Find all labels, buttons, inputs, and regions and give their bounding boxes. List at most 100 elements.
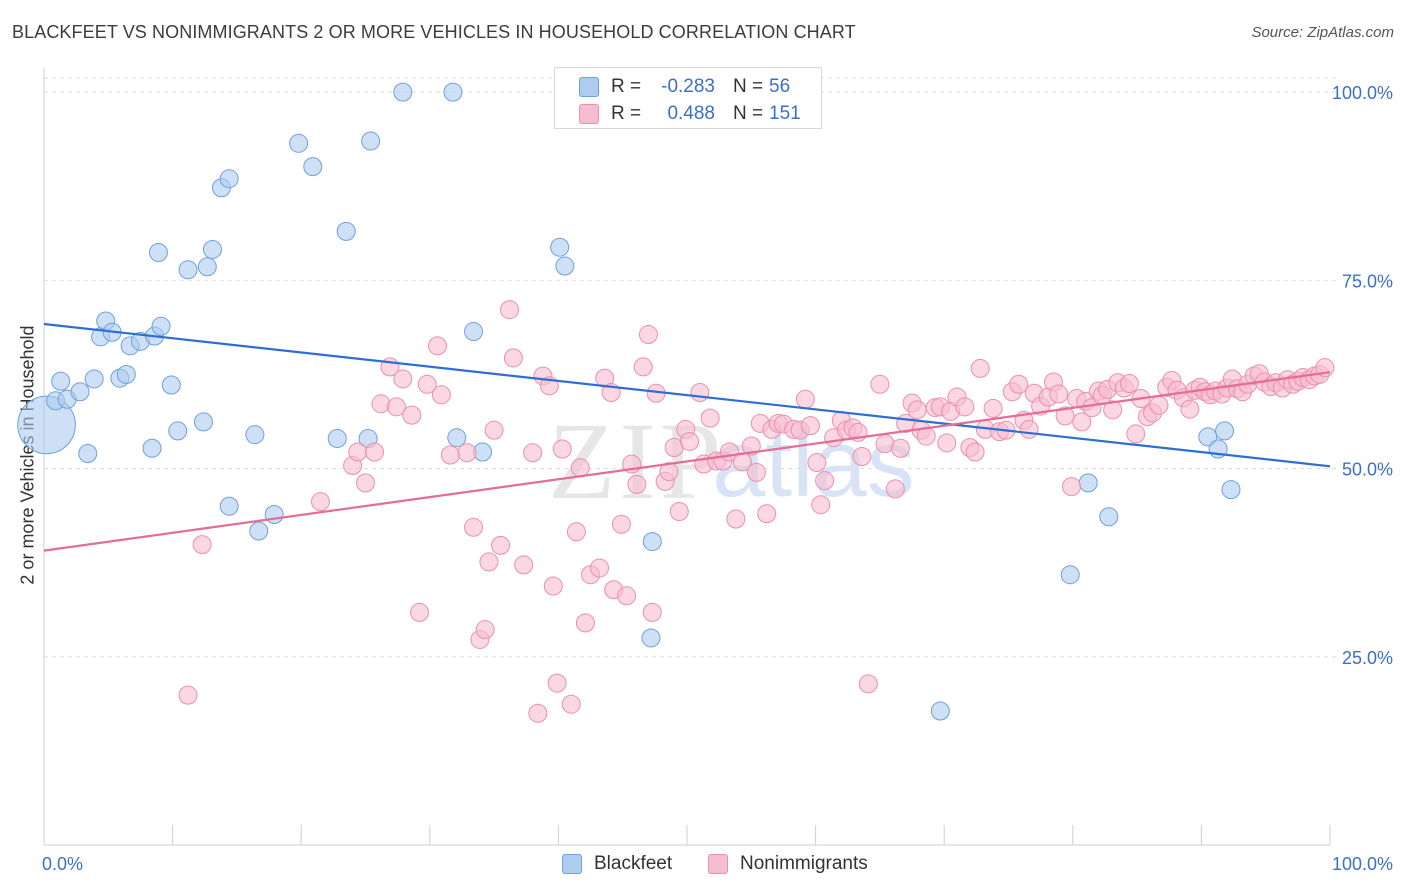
nonimmigrants-point bbox=[310, 492, 330, 512]
source-label: Source: ZipAtlas.com bbox=[1251, 24, 1394, 41]
blackfeet-point bbox=[443, 82, 463, 102]
legend-n-value: 56 bbox=[769, 76, 791, 97]
blackfeet-point bbox=[70, 382, 90, 402]
nonimmigrants-point bbox=[669, 501, 689, 521]
nonimmigrants-point bbox=[1103, 400, 1123, 420]
nonimmigrants-point bbox=[491, 535, 511, 555]
blackfeet-point bbox=[303, 157, 323, 177]
nonimmigrants-point bbox=[514, 555, 534, 575]
nonimmigrants-point bbox=[575, 613, 595, 633]
blackfeet-point bbox=[148, 242, 168, 262]
nonimmigrants-point bbox=[402, 405, 422, 425]
nonimmigrants-point bbox=[410, 602, 430, 622]
nonimmigrants-point bbox=[741, 436, 761, 456]
nonimmigrants-legend-swatch bbox=[708, 854, 728, 874]
nonimmigrants-point bbox=[633, 357, 653, 377]
grid-layer bbox=[44, 77, 1338, 658]
blackfeet-point bbox=[361, 131, 381, 151]
nonimmigrants-point bbox=[1119, 373, 1139, 393]
nonimmigrants-point bbox=[611, 514, 631, 534]
blackfeet-point bbox=[161, 375, 181, 395]
tick-labels: 25.0% 50.0% 75.0% 100.0% 0.0% 100.0% bbox=[42, 83, 1393, 874]
blackfeet-point bbox=[51, 371, 71, 391]
nonimmigrants-point bbox=[547, 673, 567, 693]
nonimmigrants-point bbox=[393, 369, 413, 389]
nonimmigrants-point bbox=[1062, 477, 1082, 497]
y-tick-label: 75.0% bbox=[1342, 271, 1393, 291]
nonimmigrants-swatch bbox=[579, 104, 599, 124]
x-tick-label-min: 0.0% bbox=[42, 854, 83, 874]
nonimmigrants-point bbox=[1009, 374, 1029, 394]
nonimmigrants-point bbox=[1072, 412, 1092, 432]
nonimmigrants-point bbox=[457, 443, 477, 463]
blackfeet-point bbox=[289, 133, 309, 153]
blackfeet-point bbox=[197, 257, 217, 277]
nonimmigrants-point bbox=[690, 383, 710, 403]
nonimmigrants-point bbox=[1126, 424, 1146, 444]
y-tick-label: 50.0% bbox=[1342, 460, 1393, 480]
nonimmigrants-point bbox=[795, 389, 815, 409]
nonimmigrants-point bbox=[479, 552, 499, 572]
nonimmigrants-point bbox=[757, 504, 777, 524]
nonimmigrants-point bbox=[475, 620, 495, 640]
nonimmigrants-point bbox=[659, 462, 679, 482]
blackfeet-point bbox=[142, 438, 162, 458]
blackfeet-point bbox=[116, 364, 136, 384]
nonimmigrants-point bbox=[484, 420, 504, 440]
nonimmigrants-point bbox=[552, 439, 572, 459]
legend-r-value: 0.488 bbox=[667, 103, 715, 124]
nonimmigrants-point bbox=[590, 558, 610, 578]
nonimmigrants-point bbox=[642, 602, 662, 622]
nonimmigrants-point bbox=[852, 447, 872, 467]
trend-lines bbox=[43, 322, 1331, 552]
legend-row-blackfeet: R = -0.283 N = 56 bbox=[555, 74, 821, 100]
nonimmigrants-point bbox=[503, 348, 523, 368]
blackfeet-point bbox=[555, 256, 575, 276]
nonimmigrants-point bbox=[440, 445, 460, 465]
blackfeet-point bbox=[1198, 427, 1218, 447]
nonimmigrants-point bbox=[811, 495, 831, 515]
blackfeet-point bbox=[202, 239, 222, 259]
nonimmigrants-point bbox=[528, 703, 548, 723]
nonimmigrants-point bbox=[1019, 419, 1039, 439]
blackfeet-point bbox=[1215, 421, 1235, 441]
nonimmigrants-point bbox=[858, 674, 878, 694]
blackfeet-point bbox=[245, 425, 265, 445]
blackfeet-point bbox=[327, 428, 347, 448]
nonimmigrants-point bbox=[746, 462, 766, 482]
blackfeet-legend-swatch bbox=[562, 854, 582, 874]
blackfeet-point bbox=[219, 169, 239, 189]
nonimmigrants-point bbox=[627, 474, 647, 494]
nonimmigrants-point bbox=[543, 576, 563, 596]
blackfeet-point bbox=[464, 322, 484, 342]
blackfeet-point bbox=[1060, 565, 1080, 585]
blackfeet-point bbox=[930, 701, 950, 721]
legend-r-label: R = bbox=[611, 76, 642, 97]
legend-n-label: N = bbox=[733, 103, 764, 124]
blackfeet-point bbox=[550, 237, 570, 257]
nonimmigrants-point bbox=[815, 471, 835, 491]
nonimmigrants-point bbox=[907, 400, 927, 420]
nonimmigrants-point bbox=[356, 473, 375, 493]
nonimmigrants-point bbox=[617, 586, 637, 606]
nonimmigrants-point bbox=[365, 442, 385, 462]
blackfeet-point bbox=[642, 532, 662, 552]
nonimmigrants-point bbox=[1082, 398, 1102, 418]
nonimmigrants-point bbox=[970, 358, 990, 378]
nonimmigrants-point bbox=[523, 443, 543, 463]
blackfeet-point bbox=[84, 369, 104, 389]
nonimmigrants-point bbox=[431, 385, 451, 405]
nonimmigrants-point bbox=[192, 535, 212, 555]
nonimmigrants-point bbox=[890, 438, 910, 458]
nonimmigrants-point bbox=[800, 416, 820, 436]
x-tick-label-max: 100.0% bbox=[1332, 854, 1393, 874]
blackfeet-point bbox=[249, 521, 269, 541]
legend-r-value: -0.283 bbox=[661, 76, 715, 97]
nonimmigrants-point bbox=[965, 442, 985, 462]
nonimmigrants-point bbox=[1055, 406, 1075, 426]
nonimmigrants-trend-line bbox=[43, 371, 1331, 552]
nonimmigrants-point bbox=[870, 374, 890, 394]
blackfeet-point bbox=[264, 504, 284, 524]
nonimmigrants-point bbox=[178, 685, 198, 705]
